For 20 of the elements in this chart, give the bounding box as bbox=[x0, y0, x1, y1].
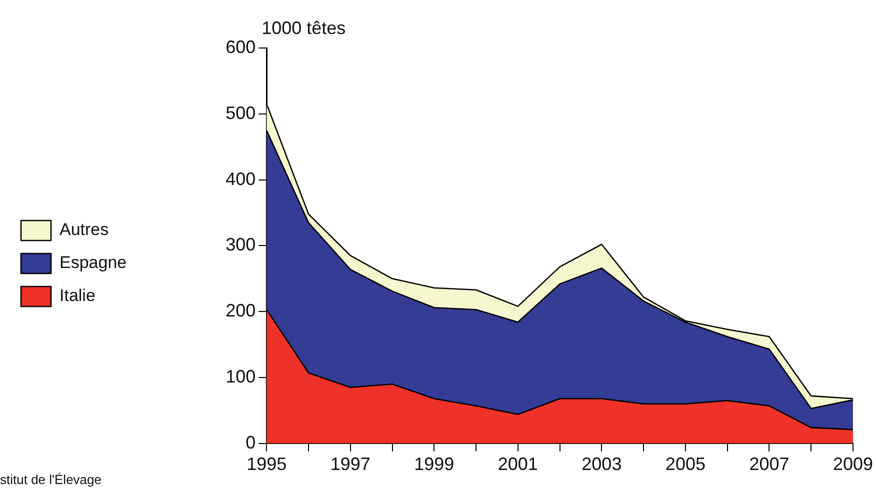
legend-label: Autres bbox=[60, 220, 109, 240]
x-tick-label: 1999 bbox=[414, 454, 454, 474]
y-axis-title: 1000 têtes bbox=[262, 18, 346, 38]
y-tick-label: 100 bbox=[226, 366, 256, 386]
y-tick-label: 0 bbox=[246, 432, 256, 452]
y-tick-label: 400 bbox=[226, 168, 256, 189]
legend-label: Italie bbox=[60, 286, 96, 306]
y-tick-label: 600 bbox=[226, 36, 256, 57]
y-tick-label: 300 bbox=[226, 234, 256, 255]
x-tick-label: 2009 bbox=[832, 454, 873, 474]
x-tick-label: 2003 bbox=[582, 454, 622, 474]
x-tick-label: 1995 bbox=[246, 454, 287, 474]
y-tick-label: 200 bbox=[226, 300, 256, 321]
x-tick-label: 2005 bbox=[665, 454, 706, 474]
x-tick-label: 2007 bbox=[749, 454, 790, 474]
y-tick-label: 500 bbox=[226, 102, 256, 123]
x-tick-label: 1997 bbox=[330, 454, 370, 474]
x-tick-label: 2001 bbox=[498, 454, 538, 474]
text: stitut de l'Élevage bbox=[0, 472, 102, 487]
legend-label: Espagne bbox=[60, 253, 127, 272]
